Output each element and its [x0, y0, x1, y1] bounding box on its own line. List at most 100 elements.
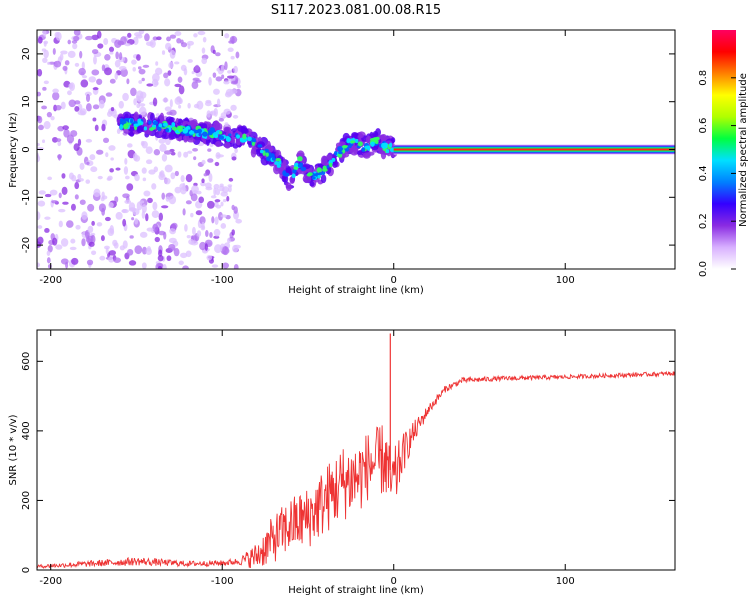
spectrogram-noise-cell: [187, 102, 191, 109]
spectrogram-noise-cell: [154, 67, 163, 75]
spectrogram-noise-cell: [44, 193, 52, 198]
spectrogram-noise-cell: [127, 248, 134, 256]
spectrogram-noise-cell: [214, 199, 221, 203]
spectrogram-noise-cell: [222, 246, 230, 256]
spectrogram-noise-cell: [115, 211, 123, 220]
spectrogram-noise-cell: [85, 35, 93, 41]
spectrogram-noise-cell: [104, 245, 110, 250]
spectrogram-ridge-peak: [311, 176, 316, 180]
spectrogram-ridge-peak: [251, 141, 256, 146]
spectrogram-ridge-peak: [389, 142, 393, 148]
spectrogram-noise-cell: [167, 70, 172, 76]
spectrogram-ridge-cell: [215, 141, 222, 148]
spectrogram-noise-cell: [46, 111, 52, 118]
spectrogram-ridge-peak: [119, 124, 124, 130]
spectrogram-noise-cell: [86, 161, 90, 165]
spectrogram-noise-cell: [94, 124, 99, 132]
colorbar-ticks: 0.0 0.2 0.4 0.6 0.8: [698, 70, 736, 277]
spectrogram-noise-cell: [138, 80, 143, 84]
spectrogram-ridge-peak: [265, 152, 269, 157]
spectrogram-noise-cell: [38, 124, 44, 131]
spectrogram-noise-cell: [91, 49, 99, 55]
spectrogram-noise-cell: [133, 152, 138, 161]
spectrogram-ridge-peak: [171, 126, 177, 131]
spectrogram-noise-cell: [53, 60, 62, 68]
spectrogram-ridge-peak: [219, 135, 225, 140]
spectrogram-noise-cell: [233, 65, 238, 74]
spectrogram-noise-cell: [77, 138, 82, 146]
spectrogram-noise-cell: [43, 121, 51, 130]
spectrogram-noise-cell: [124, 175, 130, 180]
spectrogram-noise-cell: [187, 43, 191, 50]
spectrogram-ridge-peak: [148, 127, 155, 131]
spectrogram-noise-cell: [55, 244, 63, 250]
spectrogram-ridge-peak: [297, 156, 303, 162]
spectrogram-noise-cell: [194, 64, 200, 71]
spectrogram-noise-cell: [103, 37, 109, 45]
spectrogram-noise-cell: [155, 61, 159, 66]
spectrogram-noise-cell: [98, 99, 105, 109]
spectrogram-noise-cell: [235, 51, 240, 59]
spectrogram-noise-cell: [152, 97, 158, 107]
spectrogram-noise-cell: [224, 61, 228, 71]
spectrogram-noise-cell: [159, 143, 167, 153]
spectrogram-noise-cell: [58, 208, 66, 213]
spectrogram-ridge-peak: [247, 136, 252, 142]
spectrogram-noise-cell: [114, 72, 118, 80]
spectrogram-noise-cell: [62, 125, 69, 130]
spectrogram-noise-cell: [184, 223, 188, 232]
spectrogram-noise-cell: [220, 201, 224, 207]
spectrogram-noise-cell: [215, 188, 221, 196]
spectrogram-noise-cell: [207, 158, 214, 163]
spectrogram-ridge-peak: [291, 173, 296, 179]
spectrogram-ridge-peak: [158, 123, 163, 128]
spectrogram-noise-cell: [57, 154, 61, 161]
spectrogram-noise-cell: [205, 230, 209, 238]
spectrogram-noise-cell: [58, 192, 62, 199]
spectrogram-noise-cell: [126, 143, 133, 148]
spectrogram-noise-cell: [200, 181, 206, 187]
spectrogram-noise-cell: [37, 68, 43, 77]
spectrogram-noise-cell: [77, 173, 82, 180]
y-tick-label: 600: [21, 352, 32, 371]
spectrogram-ridge-cell: [162, 129, 167, 139]
spectrogram-noise-cell: [174, 61, 180, 65]
spectrogram-noise-cell: [61, 173, 66, 179]
spectrogram-noise-cell: [60, 101, 66, 110]
spectrogram-noise-cell: [91, 34, 99, 41]
spectrogram-ridge-peak: [357, 141, 363, 147]
spectrogram-noise-cell: [171, 222, 178, 229]
snr-panel: -200 -100 0 100 0 200 400 600 Height of straigh…: [8, 329, 676, 596]
spectrogram-noise-cell: [192, 147, 199, 152]
spectrogram-noise-cell: [168, 61, 174, 69]
spectrogram-noise-cell: [147, 197, 153, 204]
spectrogram-noise-cell: [81, 61, 85, 70]
spectrogram-noise-cell: [141, 204, 147, 213]
spectrogram-noise-cell: [152, 73, 160, 83]
spectrogram-noise-cell: [228, 40, 234, 44]
spectrogram-noise-cell: [62, 65, 68, 71]
spectrogram-noise-cell: [176, 96, 182, 103]
spectrogram-noise-cell: [49, 189, 58, 196]
spectrogram-noise-cell: [183, 67, 188, 76]
spectrogram-noise-cell: [154, 81, 159, 86]
spectrogram-noise-cell: [195, 210, 203, 216]
spectrogram-ridge-cell: [124, 113, 129, 119]
spectrogram-ridge-peak: [157, 126, 162, 132]
spectrogram-noise-cell: [50, 116, 55, 121]
colorbar-tick-label: 0.8: [698, 70, 709, 86]
spectrogram-noise-cell: [79, 162, 85, 171]
spectrogram-ridge-cell: [224, 141, 231, 149]
spectrogram-noise-cell: [123, 166, 129, 175]
spectrogram-noise-cell: [100, 197, 105, 202]
spectrogram-ridge-peak: [198, 132, 202, 137]
spectrogram-noise-cell: [215, 52, 221, 57]
spectrogram-noise-cell: [216, 154, 224, 158]
spectrogram-noise-cell: [162, 263, 167, 269]
spectrogram-noise-cell: [64, 60, 70, 66]
spectrogram-ridge-peak: [207, 129, 211, 135]
spectrogram-noise-cell: [62, 201, 69, 205]
spectrogram-noise-cell: [109, 51, 114, 55]
spectrogram-noise-cell: [226, 195, 230, 202]
spectrogram-noise-cell: [109, 168, 114, 173]
